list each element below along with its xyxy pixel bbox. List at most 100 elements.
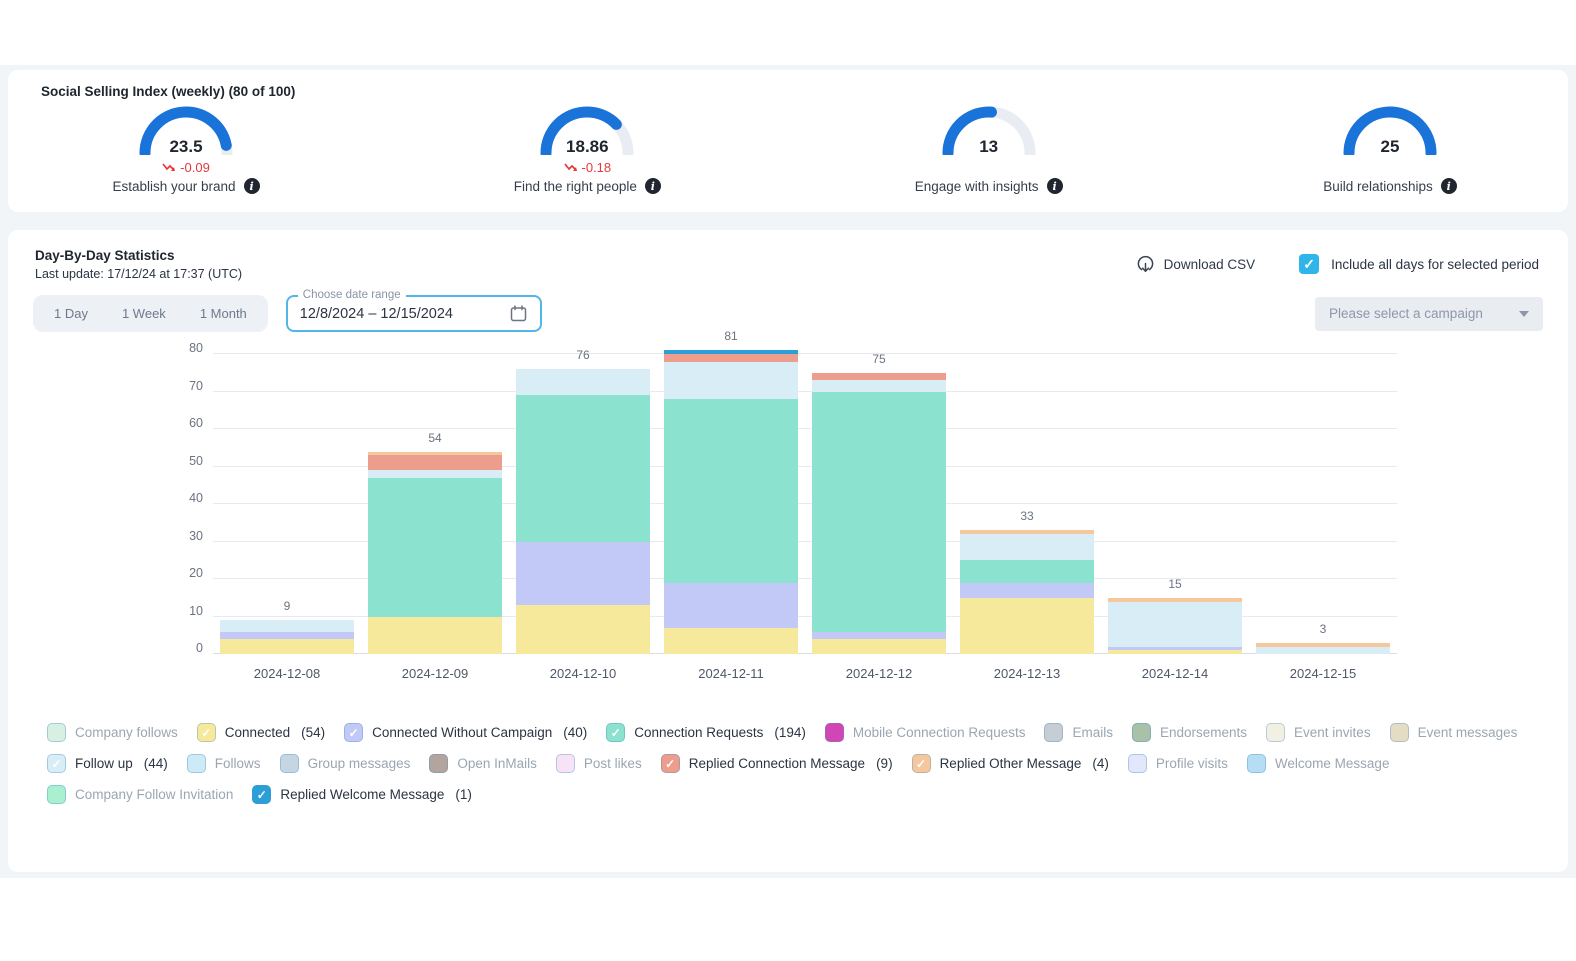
bar-2024-12-13[interactable]: 33 [953,354,1101,654]
checked-checkbox-icon[interactable]: ✓ [660,754,680,773]
checked-checkbox-icon[interactable]: ✓ [606,723,626,742]
bar-segment[interactable] [812,380,946,392]
unchecked-checkbox-icon[interactable] [1266,723,1286,742]
bar-segment[interactable] [368,477,502,617]
legend-item-replied-welcome-message[interactable]: ✓ Replied Welcome Message (1) [252,785,472,804]
bar-segment[interactable] [812,372,946,381]
unchecked-checkbox-icon[interactable] [429,754,449,773]
legend-item-follows[interactable]: Follows [186,754,261,773]
bar-segment[interactable] [1256,642,1390,647]
bar-segment[interactable] [1256,646,1390,654]
legend-item-company-follows[interactable]: Company follows [47,723,178,742]
bar-segment[interactable] [1108,601,1242,647]
legend-item-endorsements[interactable]: Endorsements [1131,723,1247,742]
bar-segment[interactable] [516,395,650,542]
bar-segment[interactable] [960,534,1094,561]
bar-segment[interactable] [960,560,1094,583]
unchecked-checkbox-icon[interactable] [279,754,299,773]
checked-checkbox-icon[interactable]: ✓ [47,754,66,773]
download-csv-button[interactable]: Download CSV [1136,255,1255,274]
range-button-1-month[interactable]: 1 Month [183,297,264,330]
unchecked-checkbox-icon[interactable] [1044,723,1064,742]
unchecked-checkbox-icon[interactable] [186,754,206,773]
legend-item-welcome-message[interactable]: Welcome Message [1246,754,1389,773]
legend-item-event-messages[interactable]: Event messages [1389,723,1517,742]
legend-item-connected[interactable]: ✓ Connected (54) [196,723,325,742]
legend-item-replied-connection-message[interactable]: ✓ Replied Connection Message (9) [660,754,893,773]
bar-segment[interactable] [368,451,502,456]
bar-segment[interactable] [368,455,502,471]
bar-2024-12-10[interactable]: 76 [509,348,657,654]
legend-item-connected-without-campaign[interactable]: ✓ Connected Without Campaign (40) [344,723,587,742]
bar-segment[interactable] [516,605,650,654]
gauge-label: Find the right people i [514,178,661,194]
bar-2024-12-12[interactable]: 75 [805,352,953,654]
bar-segment[interactable] [664,582,798,628]
legend-item-follow-up[interactable]: ✓ Follow up (44) [47,754,168,773]
bar-total-label: 3 [1319,621,1327,636]
legend-item-connection-requests[interactable]: ✓ Connection Requests (194) [606,723,806,742]
checked-checkbox-icon[interactable]: ✓ [196,723,216,742]
checked-checkbox-icon[interactable]: ✓ [344,723,364,742]
bar-segment[interactable] [664,399,798,583]
checked-checkbox-icon[interactable]: ✓ [911,754,931,773]
include-all-days-checkbox[interactable]: ✓ [1299,254,1320,274]
legend-item-profile-visits[interactable]: Profile visits [1127,754,1228,773]
bar-segment[interactable] [812,639,946,654]
legend-item-open-inmails[interactable]: Open InMails [429,754,537,773]
unchecked-checkbox-icon[interactable] [824,723,844,742]
legend-item-event-invites[interactable]: Event invites [1266,723,1371,742]
range-button-1-day[interactable]: 1 Day [37,297,105,330]
unchecked-checkbox-icon[interactable] [555,754,575,773]
unchecked-checkbox-icon[interactable] [47,723,66,742]
date-range-field[interactable]: Choose date range 12/8/2024 – 12/15/2024 [285,289,542,332]
bar-segment[interactable] [664,354,798,362]
unchecked-checkbox-icon[interactable] [1389,723,1409,742]
bar-2024-12-14[interactable]: 15 [1101,354,1249,654]
bar-segment[interactable] [960,582,1094,598]
bar-segment[interactable] [664,350,798,354]
info-icon[interactable]: i [243,178,260,194]
legend-item-replied-other-message[interactable]: ✓ Replied Other Message (4) [911,754,1109,773]
legend-item-company-follow-invitation[interactable]: Company Follow Invitation [47,785,233,804]
range-button-1-week[interactable]: 1 Week [105,297,183,330]
bar-segment[interactable] [368,470,502,478]
bar-segment[interactable] [960,530,1094,534]
checked-checkbox-icon[interactable]: ✓ [252,785,272,804]
gauge-label: Engage with insights i [915,178,1063,194]
bar-segment[interactable] [368,616,502,654]
bar-segment[interactable] [1108,646,1242,651]
bar-segment[interactable] [220,639,354,654]
info-icon[interactable]: i [1440,178,1457,194]
legend-item-emails[interactable]: Emails [1044,723,1113,742]
calendar-icon[interactable] [509,304,528,323]
bar-segment[interactable] [664,361,798,399]
unchecked-checkbox-icon[interactable] [1127,754,1147,773]
bar-2024-12-11[interactable]: 81 [657,329,805,654]
bar-segment[interactable] [220,631,354,639]
bar-segment[interactable] [812,391,946,632]
info-icon[interactable]: i [1046,178,1063,194]
bar-segment[interactable] [960,597,1094,654]
unchecked-checkbox-icon[interactable] [1246,754,1266,773]
bar-2024-12-15[interactable]: 3 [1249,354,1397,654]
info-icon[interactable]: i [644,178,661,194]
gridline [213,503,1397,504]
bar-2024-12-09[interactable]: 54 [361,354,509,654]
bar-segment[interactable] [1108,650,1242,654]
bar-segment[interactable] [812,631,946,639]
campaign-select[interactable]: Please select a campaign [1315,296,1543,331]
unchecked-checkbox-icon[interactable] [47,785,66,804]
legend-item-post-likes[interactable]: Post likes [555,754,642,773]
bar-segment[interactable] [516,541,650,606]
bar-2024-12-08[interactable]: 9 [213,354,361,654]
bar-segment[interactable] [1108,597,1242,602]
unchecked-checkbox-icon[interactable] [1131,723,1151,742]
legend-label: Group messages [307,756,411,771]
bar-segment[interactable] [516,369,650,396]
legend-item-group-messages[interactable]: Group messages [279,754,411,773]
stats-title: Day-By-Day Statistics [35,248,175,263]
bar-segment[interactable] [220,620,354,632]
legend-item-mobile-connection-requests[interactable]: Mobile Connection Requests [824,723,1025,742]
bar-segment[interactable] [664,627,798,654]
